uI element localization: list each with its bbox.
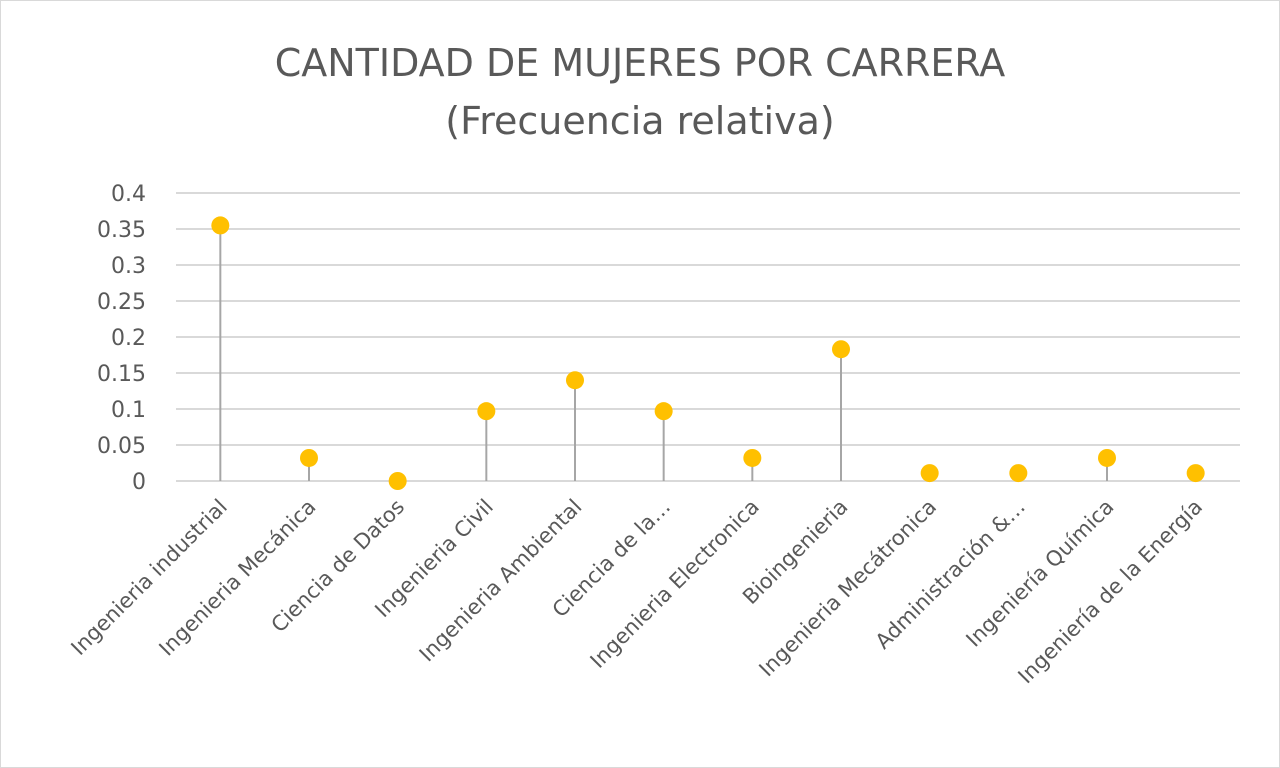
chart-title-line1: CANTIDAD DE MUJERES POR CARRERA xyxy=(274,41,1006,85)
y-tick-label: 0 xyxy=(132,470,146,495)
data-point xyxy=(477,402,496,421)
y-tick-label: 0.35 xyxy=(97,218,146,243)
y-tick-label: 0.2 xyxy=(111,326,146,351)
y-tick-label: 0.15 xyxy=(97,362,146,387)
data-point xyxy=(388,472,407,490)
data-point xyxy=(300,448,318,467)
y-tick-label: 0.05 xyxy=(97,434,146,459)
stems xyxy=(219,225,1197,481)
x-tick-label: Ingeniería Química xyxy=(961,495,1118,652)
chart-title: CANTIDAD DE MUJERES POR CARRERA (Frecuen… xyxy=(0,34,1280,150)
x-tick-label: Ingenieria Mecánica xyxy=(154,495,320,661)
x-tick-label: Ingenieria Mecátronica xyxy=(754,495,941,682)
data-points xyxy=(211,216,1205,490)
y-tick-label: 0.3 xyxy=(111,254,146,279)
data-point xyxy=(920,464,939,483)
x-tick-label: Ingenieria Electronica xyxy=(586,495,764,673)
x-tick-label: Ingenieria Ambiental xyxy=(415,495,587,667)
data-point xyxy=(743,448,762,467)
data-point xyxy=(566,371,584,390)
y-tick-label: 0.1 xyxy=(111,398,146,423)
y-axis-tick-labels: 0 0.05 0.1 0.15 0.2 0.25 0.3 0.35 0.4 xyxy=(97,182,146,495)
data-point xyxy=(832,340,850,359)
data-point xyxy=(1009,464,1028,483)
chart-title-line2: (Frecuencia relativa) xyxy=(445,99,835,143)
y-tick-label: 0.25 xyxy=(97,290,146,315)
x-tick-label: Ingeniería de la Energía xyxy=(1013,495,1207,689)
gridlines xyxy=(176,192,1240,482)
x-tick-label: Ingenieria industrial xyxy=(66,495,231,660)
data-point xyxy=(1186,464,1205,483)
y-tick-label: 0.4 xyxy=(111,182,146,207)
data-point xyxy=(654,402,673,421)
data-point xyxy=(1098,448,1116,467)
x-tick-label: Administración &… xyxy=(871,495,1030,654)
data-point xyxy=(211,216,230,235)
